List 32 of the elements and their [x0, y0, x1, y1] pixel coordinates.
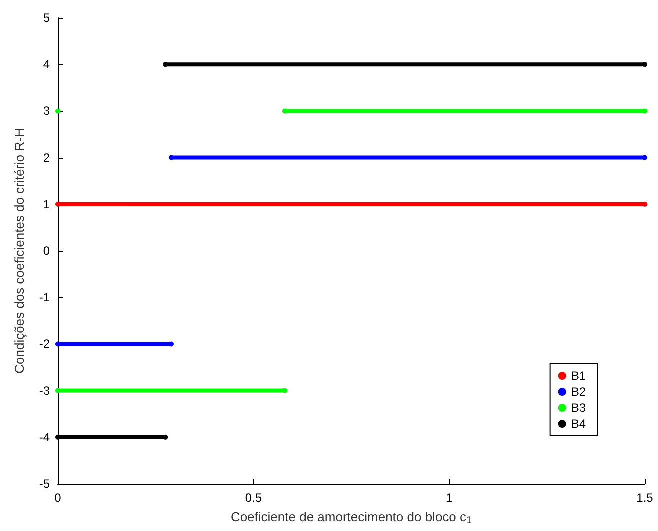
- point: [56, 434, 60, 440]
- y-tick-label: -2: [39, 337, 50, 352]
- point: [163, 434, 168, 440]
- point: [56, 342, 60, 347]
- y-tick-label: 3: [43, 104, 50, 118]
- point: [282, 108, 288, 114]
- point: [642, 62, 648, 68]
- x-tick-label: 0.5: [245, 491, 262, 505]
- point: [56, 388, 60, 394]
- y-tick-label: 4: [43, 58, 50, 72]
- y-tick-label: -3: [39, 384, 50, 398]
- legend-label: B2: [571, 385, 586, 399]
- point: [642, 108, 648, 114]
- point: [56, 108, 60, 114]
- x-tick-label: 1: [446, 491, 453, 505]
- y-axis-title: Condições dos coeficientes do critério R-H: [12, 128, 27, 374]
- y-tick-label: -1: [39, 290, 50, 305]
- point: [642, 155, 648, 160]
- y-tick-label: -4: [39, 430, 50, 444]
- y-tick-label: 1: [43, 197, 50, 212]
- legend-label: B3: [571, 401, 586, 415]
- point: [56, 202, 60, 207]
- y-tick-label: 2: [43, 150, 50, 165]
- point: [642, 202, 648, 207]
- legend-label: B4: [571, 417, 586, 431]
- point: [168, 155, 174, 160]
- y-tick-label: 5: [43, 11, 50, 25]
- x-tick-label: 1.5: [636, 491, 654, 505]
- legend-label: B1: [571, 369, 586, 383]
- y-tick-label: 0: [43, 244, 50, 258]
- x-tick-label: 0: [54, 491, 62, 505]
- y-tick-label: -5: [39, 477, 50, 491]
